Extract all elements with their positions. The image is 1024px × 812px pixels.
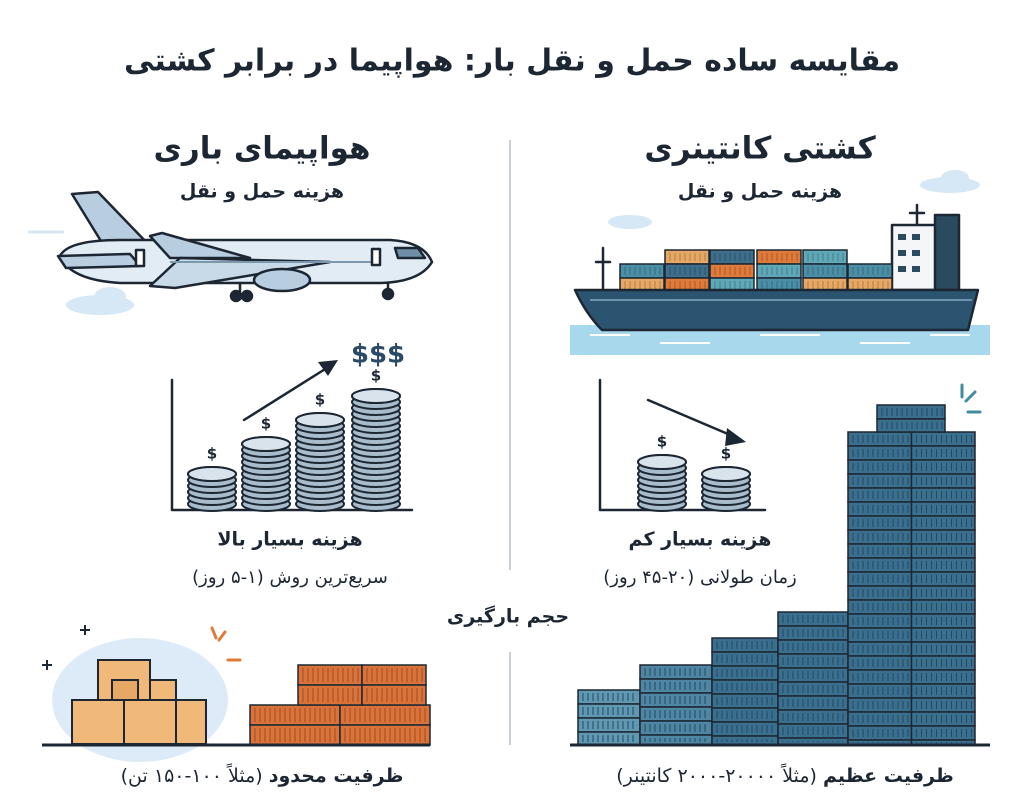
container (639, 706, 713, 722)
boxes (71, 659, 207, 745)
container (847, 263, 893, 279)
coin-top (241, 436, 291, 452)
capacity-note: (مثلاً ۱۰۰-۱۵۰ تن) (121, 763, 263, 787)
plane-cost: هزینه بسیار بالا (217, 529, 362, 551)
container (639, 720, 713, 736)
arrow (242, 364, 332, 422)
ship-cost: هزینه بسیار کم (629, 529, 772, 551)
container (802, 249, 848, 265)
sparkle (210, 626, 242, 662)
cargo-plane (56, 190, 434, 303)
container (577, 731, 641, 746)
container-ship (570, 203, 990, 355)
plane-subtitle: هزینه حمل و نقل (180, 181, 344, 203)
container (664, 249, 710, 265)
container (756, 263, 802, 279)
container (577, 703, 641, 719)
arrow (646, 398, 737, 439)
ship-title: کشتی کانتینری (644, 131, 876, 167)
coin-symbol: $ (261, 415, 271, 433)
container (709, 263, 755, 279)
container (756, 249, 802, 265)
capacity-label: ظرفیت عظیم (823, 765, 954, 787)
arrow-head (318, 360, 338, 376)
ship-capacity: ظرفیت عظیم (مثلاً ۲۰۰۰۰-۲۰۰۰ کانتینر) (616, 763, 954, 787)
coin-top (701, 466, 751, 482)
coin-top (187, 466, 237, 482)
coin-symbol: $ (721, 445, 731, 463)
container (361, 684, 427, 706)
title: مقایسه ساده حمل و نقل بار: هواپیما در بر… (124, 44, 900, 79)
coin-top (295, 412, 345, 428)
plane-speed: سریع‌ترین روش (۱-۵ روز) (192, 567, 388, 588)
coin-symbol: $ (207, 445, 217, 463)
sparkle (960, 383, 982, 414)
ship-subtitle: هزینه حمل و نقل (678, 181, 842, 203)
container (639, 692, 713, 708)
container (577, 717, 641, 733)
arrow-head (725, 428, 746, 446)
container (709, 249, 755, 265)
coin-top (637, 454, 687, 470)
coin-symbol: $ (315, 391, 325, 409)
container (639, 678, 713, 694)
container (639, 664, 713, 680)
capacity-label: ظرفیت محدود (269, 765, 404, 787)
plane-title: هواپیمای باری (153, 131, 370, 167)
coin-symbol: $ (657, 433, 667, 451)
container (802, 263, 848, 279)
container (664, 263, 710, 279)
sparkle (42, 625, 90, 670)
price-sign: $$$ (351, 340, 405, 370)
container (876, 418, 946, 433)
capacity-note: (مثلاً ۲۰۰۰۰-۲۰۰۰ کانتینر) (616, 763, 817, 787)
center-label: حجم بارگیری (447, 605, 569, 628)
coin-symbol: $ (371, 367, 381, 385)
container (577, 689, 641, 705)
ship-speed: زمان طولانی (۲۰-۴۵ روز) (603, 567, 796, 588)
plane-capacity: ظرفیت محدود (مثلاً ۱۰۰-۱۵۰ تن) (121, 763, 404, 787)
container (619, 263, 665, 279)
coin-top (351, 388, 401, 404)
